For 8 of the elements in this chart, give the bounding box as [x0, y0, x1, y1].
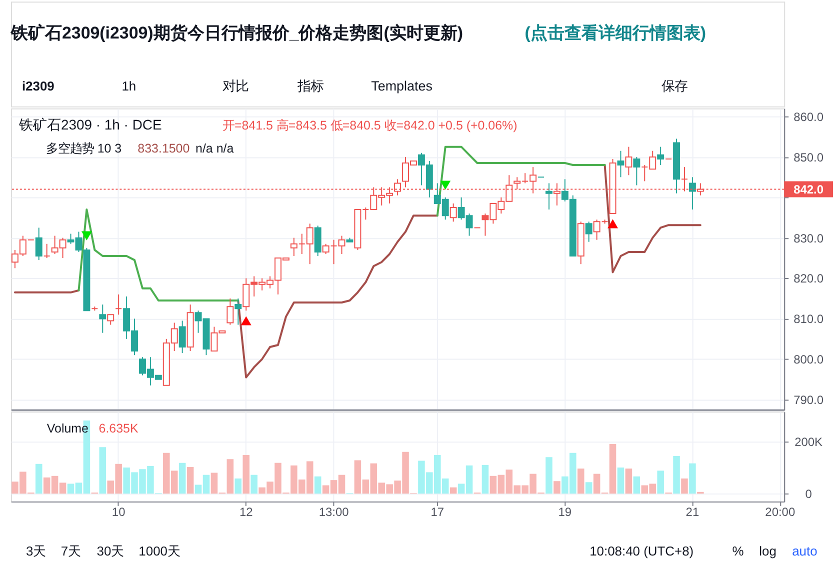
- text: 3天: [26, 543, 46, 558]
- text: 7天: [60, 543, 82, 558]
- text: 30天: [96, 543, 124, 558]
- text: %: [732, 543, 744, 558]
- text: 10:08:40 (UTC+8): [590, 543, 694, 558]
- text: log: [759, 543, 776, 558]
- text: auto: [792, 543, 818, 558]
- text: 1000天: [138, 543, 180, 558]
